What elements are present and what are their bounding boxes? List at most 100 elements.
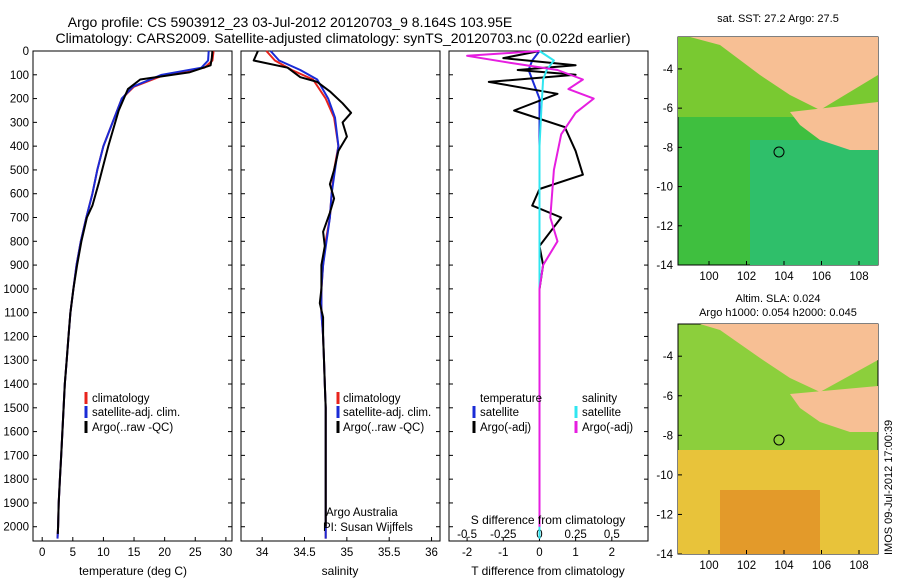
salinity-chart: 34 34.5 35 35.5 36 <box>241 50 440 559</box>
y-tick-label: 1000 <box>3 284 29 296</box>
y-tick-label: 500 <box>10 165 29 177</box>
y-tick-label: 100 <box>10 70 29 82</box>
credit-line2: PI: Susan Wijffels <box>323 522 413 534</box>
legend-label-s-satellite: satellite <box>582 407 621 419</box>
legend-label-argo: Argo(..raw -QC) <box>92 422 173 434</box>
legend-title-temperature: temperature <box>480 393 542 405</box>
y-tick-label: 800 <box>10 236 29 248</box>
s-tick-label: -0.25 <box>490 529 516 541</box>
x-tick-label: 34 <box>256 547 269 559</box>
sst-java-land <box>790 102 878 150</box>
y-tick-label: 900 <box>10 260 29 272</box>
lon-tick-label: 100 <box>699 271 718 283</box>
series-line-argo-adj- <box>466 50 595 527</box>
y-tick-label: 1600 <box>3 427 29 439</box>
sla-title-2: Argo h1000: 0.054 h2000: 0.045 <box>699 307 857 319</box>
x-tick-label: 36 <box>425 547 438 559</box>
sst-title: sat. SST: 27.2 Argo: 27.5 <box>717 13 839 25</box>
lat-tick-label: -6 <box>663 391 673 403</box>
x-tick-label: 1 <box>572 547 578 559</box>
difference-panel <box>448 50 649 542</box>
difference-chart: -2 -1 0 1 2-0.5 -0.25 0 0.25 0.5 <box>449 50 648 559</box>
lat-tick-label: -6 <box>663 103 673 115</box>
y-tick-label: 1300 <box>3 355 29 367</box>
sst-map-cool-area <box>750 140 878 265</box>
legend-title-salinity: salinity <box>582 393 617 405</box>
credit-line1: Argo Australia <box>326 507 398 519</box>
y-tick-label: 400 <box>10 141 29 153</box>
y-tick-label: 1400 <box>3 379 29 391</box>
y-tick-label: 700 <box>10 213 29 225</box>
series-line-argo-raw-qc- <box>56 50 214 534</box>
argo-position-marker <box>773 146 785 158</box>
x-tick-label: 35.5 <box>378 547 400 559</box>
s-tick-label: 0.25 <box>564 529 586 541</box>
lat-tick-label: -10 <box>656 182 673 194</box>
x-tick-label: -2 <box>462 547 472 559</box>
legend-label-satellite: satellite-adj. clim. <box>92 407 180 419</box>
y-tick-label: 0 <box>23 46 29 58</box>
legend-label-argo: Argo(..raw -QC) <box>343 422 424 434</box>
lon-tick-label: 106 <box>812 560 831 572</box>
sla-title-1: Altim. SLA: 0.024 <box>736 293 821 305</box>
salinity-panel <box>240 50 441 542</box>
sla-map-peak-area <box>720 490 820 554</box>
legend-label-climatology: climatology <box>343 393 401 405</box>
legend-label-t-argo: Argo(-adj) <box>480 422 531 434</box>
difference-legend: temperature satellite Argo(-adj) salinit… <box>472 393 633 434</box>
lon-tick-label: 102 <box>737 271 756 283</box>
s-tick-label: -0.5 <box>457 529 477 541</box>
x-tick-label: 34.5 <box>293 547 315 559</box>
x-tick-label: 35 <box>340 547 353 559</box>
x-tick-label: 25 <box>189 547 202 559</box>
header-line1: Argo profile: CS 5903912_23 03-Jul-2012 … <box>68 14 512 30</box>
lat-tick-label: -8 <box>663 142 673 154</box>
legend-label-t-satellite: satellite <box>480 407 519 419</box>
map-axes: 100 102 104 106 108 -4 -6 -8 -10 -12 -14 100 102 104 1… <box>656 64 868 572</box>
lon-tick-label: 106 <box>812 271 831 283</box>
sst-map <box>677 36 879 266</box>
temperature-xlabel: temperature (deg C) <box>79 564 187 578</box>
x-tick-label: 0 <box>39 547 45 559</box>
x-tick-label: 30 <box>219 547 232 559</box>
sla-java-land <box>790 386 878 432</box>
lat-tick-label: -8 <box>663 430 673 442</box>
lon-tick-label: 100 <box>699 560 718 572</box>
s-tick-label: 0.5 <box>604 529 620 541</box>
sst-sumatra-land <box>690 37 878 110</box>
x-tick-label: 2 <box>609 547 615 559</box>
y-tick-label: 1900 <box>3 498 29 510</box>
sla-sumatra-land <box>700 324 878 392</box>
series-line-satellite <box>538 50 555 539</box>
side-stamp: IMOS 09-Jul-2012 17:00:39 <box>883 420 895 555</box>
t-diff-xlabel: T difference from climatology <box>471 564 625 578</box>
sla-map <box>677 323 879 555</box>
series-line-argo-raw-qc- <box>252 50 353 527</box>
s-diff-xlabel: S difference from climatology <box>471 513 626 527</box>
lat-tick-label: -14 <box>656 549 673 561</box>
y-tick-label: 1200 <box>3 331 29 343</box>
x-tick-label: 5 <box>70 547 76 559</box>
y-tick-label: 1800 <box>3 474 29 486</box>
temperature-legend: climatology satellite-adj. clim. Argo(..… <box>84 392 180 434</box>
salinity-legend: climatology satellite-adj. clim. Argo(..… <box>336 392 431 434</box>
x-tick-label: 10 <box>97 547 110 559</box>
x-tick-label: 15 <box>128 547 141 559</box>
lat-tick-label: -12 <box>656 509 673 521</box>
lat-tick-label: -4 <box>663 64 674 76</box>
lat-tick-label: -4 <box>663 351 674 363</box>
y-tick-label: 1700 <box>3 450 29 462</box>
lon-tick-label: 102 <box>737 560 756 572</box>
y-tick-label: 600 <box>10 189 29 201</box>
legend-label-climatology: climatology <box>92 393 150 405</box>
x-tick-label: -1 <box>498 547 508 559</box>
lat-tick-label: -10 <box>656 470 673 482</box>
argo-position-marker <box>773 434 785 446</box>
y-tick-label: 200 <box>10 94 29 106</box>
lon-tick-label: 108 <box>849 560 868 572</box>
y-tick-label: 1500 <box>3 403 29 415</box>
salinity-xlabel: salinity <box>322 564 359 578</box>
legend-label-s-argo: Argo(-adj) <box>582 422 633 434</box>
lat-tick-label: -14 <box>656 260 673 272</box>
header-line2: Climatology: CARS2009. Satellite-adjuste… <box>55 30 630 46</box>
